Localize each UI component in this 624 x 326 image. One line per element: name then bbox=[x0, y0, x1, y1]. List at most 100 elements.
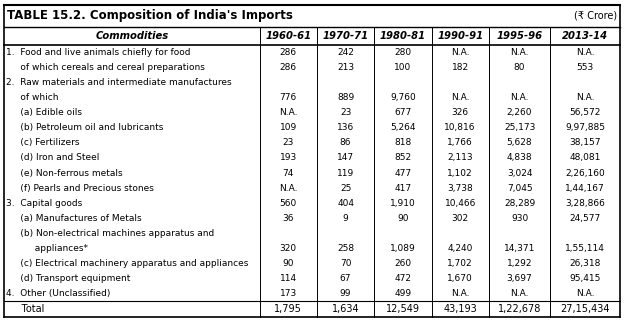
Text: 286: 286 bbox=[280, 48, 297, 57]
Text: 10,816: 10,816 bbox=[444, 123, 476, 132]
Text: TABLE 15.2. Composition of India's Imports: TABLE 15.2. Composition of India's Impor… bbox=[7, 9, 293, 22]
Text: N.A.: N.A. bbox=[279, 108, 298, 117]
Text: (d) Transport equipment: (d) Transport equipment bbox=[6, 274, 130, 283]
Text: (d) Iron and Steel: (d) Iron and Steel bbox=[6, 154, 99, 162]
Text: 477: 477 bbox=[394, 169, 411, 177]
Text: 320: 320 bbox=[280, 244, 297, 253]
Text: 4,240: 4,240 bbox=[447, 244, 473, 253]
Text: 109: 109 bbox=[280, 123, 297, 132]
Text: 36: 36 bbox=[283, 214, 294, 223]
Text: 136: 136 bbox=[337, 123, 354, 132]
Text: 2013-14: 2013-14 bbox=[562, 31, 608, 41]
Text: N.A.: N.A. bbox=[451, 48, 469, 57]
Text: 1,102: 1,102 bbox=[447, 169, 473, 177]
Text: 90: 90 bbox=[397, 214, 409, 223]
Text: 1,44,167: 1,44,167 bbox=[565, 184, 605, 193]
Text: 1,634: 1,634 bbox=[332, 304, 359, 314]
Text: 119: 119 bbox=[337, 169, 354, 177]
Text: 242: 242 bbox=[337, 48, 354, 57]
Text: 56,572: 56,572 bbox=[570, 108, 601, 117]
Text: 173: 173 bbox=[280, 289, 297, 298]
Text: (f) Pearls and Precious stones: (f) Pearls and Precious stones bbox=[6, 184, 154, 193]
Text: 2,113: 2,113 bbox=[447, 154, 473, 162]
Text: N.A.: N.A. bbox=[576, 289, 595, 298]
Text: 1,670: 1,670 bbox=[447, 274, 473, 283]
Text: 1.  Food and live animals chiefly for food: 1. Food and live animals chiefly for foo… bbox=[6, 48, 190, 57]
Text: 25: 25 bbox=[340, 184, 351, 193]
Text: 27,15,434: 27,15,434 bbox=[560, 304, 610, 314]
Text: 818: 818 bbox=[394, 138, 411, 147]
Text: 3,697: 3,697 bbox=[507, 274, 532, 283]
Text: N.A.: N.A. bbox=[576, 93, 595, 102]
Text: 302: 302 bbox=[452, 214, 469, 223]
Text: 417: 417 bbox=[394, 184, 411, 193]
Text: 1,910: 1,910 bbox=[390, 199, 416, 208]
Text: 74: 74 bbox=[283, 169, 294, 177]
Text: 776: 776 bbox=[280, 93, 297, 102]
Text: (b) Petroleum oil and lubricants: (b) Petroleum oil and lubricants bbox=[6, 123, 163, 132]
Text: 3,28,866: 3,28,866 bbox=[565, 199, 605, 208]
Text: of which cereals and cereal preparations: of which cereals and cereal preparations bbox=[6, 63, 205, 72]
Text: 2,26,160: 2,26,160 bbox=[565, 169, 605, 177]
Text: 1,55,114: 1,55,114 bbox=[565, 244, 605, 253]
Text: 499: 499 bbox=[394, 289, 411, 298]
Text: (a) Manufactures of Metals: (a) Manufactures of Metals bbox=[6, 214, 142, 223]
Text: 1,292: 1,292 bbox=[507, 259, 532, 268]
Text: 1970-71: 1970-71 bbox=[323, 31, 369, 41]
Text: 560: 560 bbox=[280, 199, 297, 208]
Text: 28,289: 28,289 bbox=[504, 199, 535, 208]
Text: 286: 286 bbox=[280, 63, 297, 72]
Text: 4.  Other (Unclassified): 4. Other (Unclassified) bbox=[6, 289, 110, 298]
Text: 3.  Capital goods: 3. Capital goods bbox=[6, 199, 82, 208]
Text: Commodities: Commodities bbox=[95, 31, 168, 41]
Text: (₹ Crore): (₹ Crore) bbox=[574, 11, 617, 21]
Text: 1,795: 1,795 bbox=[275, 304, 302, 314]
Text: 86: 86 bbox=[340, 138, 351, 147]
Text: Total: Total bbox=[6, 304, 44, 314]
Text: N.A.: N.A. bbox=[451, 93, 469, 102]
Text: 889: 889 bbox=[337, 93, 354, 102]
Text: 260: 260 bbox=[394, 259, 411, 268]
Text: 1,766: 1,766 bbox=[447, 138, 473, 147]
Text: 67: 67 bbox=[340, 274, 351, 283]
Text: 5,628: 5,628 bbox=[507, 138, 532, 147]
Text: 852: 852 bbox=[394, 154, 411, 162]
Text: N.A.: N.A. bbox=[510, 93, 529, 102]
Text: 1,702: 1,702 bbox=[447, 259, 473, 268]
Text: 182: 182 bbox=[452, 63, 469, 72]
Text: 2.  Raw materials and intermediate manufactures: 2. Raw materials and intermediate manufa… bbox=[6, 78, 232, 87]
Text: 38,157: 38,157 bbox=[570, 138, 601, 147]
Text: 100: 100 bbox=[394, 63, 411, 72]
Text: 1,22,678: 1,22,678 bbox=[498, 304, 541, 314]
Text: N.A.: N.A. bbox=[451, 289, 469, 298]
Text: 48,081: 48,081 bbox=[570, 154, 601, 162]
Text: 70: 70 bbox=[340, 259, 351, 268]
Text: 3,738: 3,738 bbox=[447, 184, 473, 193]
Text: 10,466: 10,466 bbox=[444, 199, 476, 208]
Text: 99: 99 bbox=[340, 289, 351, 298]
Text: 80: 80 bbox=[514, 63, 525, 72]
Text: 213: 213 bbox=[337, 63, 354, 72]
Text: 326: 326 bbox=[452, 108, 469, 117]
Text: of which: of which bbox=[6, 93, 59, 102]
Text: 9: 9 bbox=[343, 214, 348, 223]
Text: (e) Non-ferrous metals: (e) Non-ferrous metals bbox=[6, 169, 123, 177]
Text: 1980-81: 1980-81 bbox=[380, 31, 426, 41]
Text: 1995-96: 1995-96 bbox=[497, 31, 543, 41]
Text: 4,838: 4,838 bbox=[507, 154, 532, 162]
Text: 12,549: 12,549 bbox=[386, 304, 420, 314]
Text: (c) Electrical machinery apparatus and appliances: (c) Electrical machinery apparatus and a… bbox=[6, 259, 248, 268]
Text: 1990-91: 1990-91 bbox=[437, 31, 483, 41]
Text: 1,089: 1,089 bbox=[390, 244, 416, 253]
Text: N.A.: N.A. bbox=[510, 289, 529, 298]
Text: 114: 114 bbox=[280, 274, 297, 283]
Text: 14,371: 14,371 bbox=[504, 244, 535, 253]
Text: 258: 258 bbox=[337, 244, 354, 253]
Text: 472: 472 bbox=[394, 274, 411, 283]
Text: 2,260: 2,260 bbox=[507, 108, 532, 117]
Text: 280: 280 bbox=[394, 48, 411, 57]
Text: N.A.: N.A. bbox=[279, 184, 298, 193]
Text: appliances*: appliances* bbox=[6, 244, 88, 253]
Text: (b) Non-electrical machines apparatus and: (b) Non-electrical machines apparatus an… bbox=[6, 229, 214, 238]
Text: 25,173: 25,173 bbox=[504, 123, 535, 132]
